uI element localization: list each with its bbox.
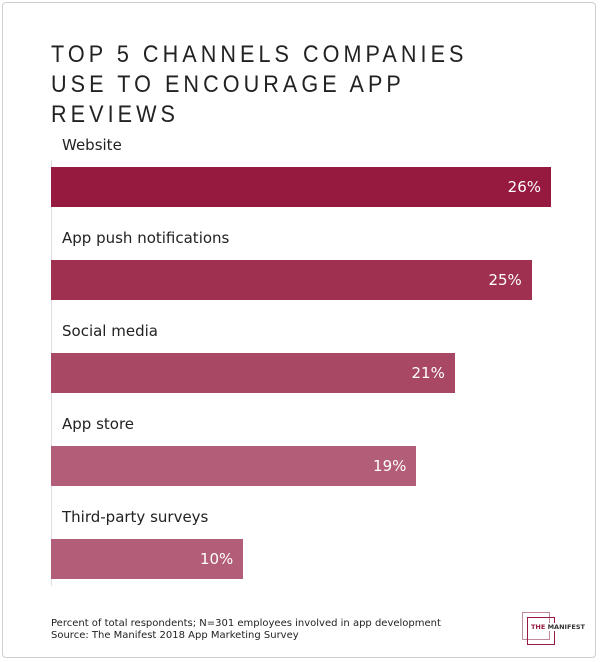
category-label: Social media <box>62 322 158 340</box>
data-label: 19% <box>373 457 407 475</box>
category-label: App push notifications <box>62 229 230 247</box>
category-label: App store <box>62 415 135 433</box>
data-label: 10% <box>199 550 234 568</box>
data-label: 26% <box>507 178 541 196</box>
bar <box>51 260 532 300</box>
bar <box>51 167 551 207</box>
the-manifest-logo: THE MANIFEST <box>520 610 585 646</box>
category-label: Third-party surveys <box>62 508 209 526</box>
chart-title: TOP 5 CHANNELS COMPANIES USE TO ENCOURAG… <box>51 41 468 128</box>
bar <box>51 539 244 579</box>
footnote-line-1: Percent of total respondents; N=301 empl… <box>51 618 441 629</box>
data-label: 25% <box>488 271 522 289</box>
footnote: Percent of total respondents; N=301 empl… <box>51 618 441 642</box>
data-label: 21% <box>411 364 445 382</box>
bar <box>51 446 417 486</box>
category-label: Website <box>62 136 122 154</box>
bar <box>51 353 455 393</box>
footnote-line-2: Source: The Manifest 2018 App Marketing … <box>51 630 299 641</box>
